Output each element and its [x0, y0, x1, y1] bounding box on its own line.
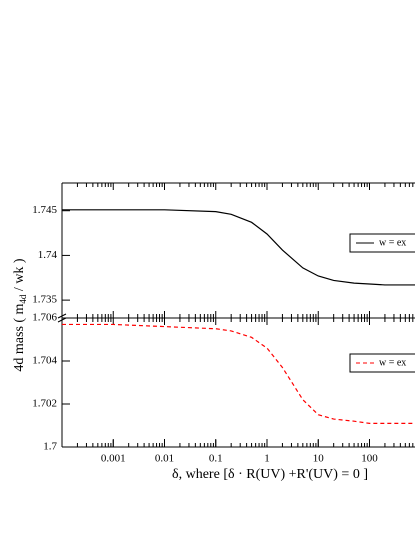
y-tick-label: 1.704 [32, 355, 57, 367]
y-tick-label: 1.702 [32, 398, 57, 410]
legend-box [349, 353, 415, 373]
y-tick-label: 1.7 [43, 441, 57, 453]
y-tick-label: 1.74 [38, 249, 58, 261]
axis-break [57, 313, 67, 323]
x-tick-label: 0.1 [209, 453, 223, 465]
y-tick-label: 1.706 [32, 312, 57, 324]
y-label-part: / wk ) [12, 258, 27, 295]
x-tick-label: 0.01 [155, 453, 174, 465]
y-label-sub: 4d [18, 294, 28, 304]
x-tick-label: 0.001 [101, 453, 126, 465]
x-axis-label: δ, where [δ · R(UV) +R'(UV) = 0 ] [172, 467, 368, 482]
x-tick-label: 1 [264, 453, 270, 465]
legend-box [349, 233, 415, 253]
y-tick-label: 1.735 [32, 294, 57, 306]
y-axis-label: 4d mass ( m4d / wk ) [12, 258, 28, 372]
legend-label: w = ex [379, 237, 406, 248]
legend-label: w = ex [379, 357, 406, 368]
x-tick-label: 10 [313, 453, 325, 465]
data-line [62, 209, 415, 286]
data-line [62, 323, 415, 424]
y-label-part: 4d mass ( m [12, 303, 27, 371]
y-tick-label: 1.745 [32, 204, 57, 216]
x-tick-label: 100 [361, 453, 378, 465]
